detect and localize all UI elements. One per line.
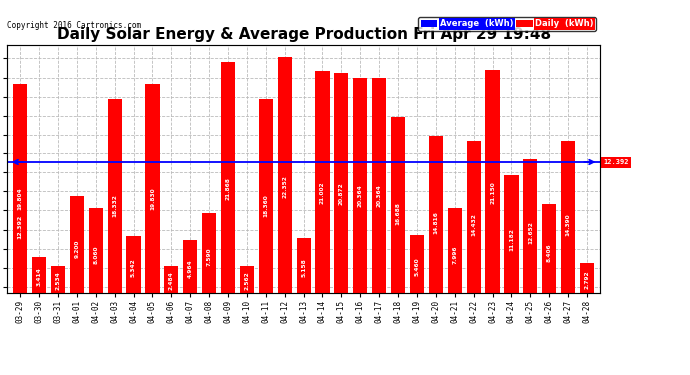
Text: 9.200: 9.200	[75, 240, 79, 258]
Bar	[202, 213, 216, 292]
Text: 19.804: 19.804	[18, 188, 23, 210]
Bar	[70, 196, 84, 292]
Text: 12.652: 12.652	[528, 221, 533, 244]
Text: 20.872: 20.872	[339, 182, 344, 205]
Legend: Average  (kWh), Daily  (kWh): Average (kWh), Daily (kWh)	[418, 17, 596, 31]
Text: 8.060: 8.060	[93, 245, 98, 264]
Text: 20.364: 20.364	[377, 184, 382, 207]
Text: 4.964: 4.964	[188, 260, 193, 278]
Text: 2.792: 2.792	[584, 270, 589, 289]
Text: 2.534: 2.534	[55, 271, 61, 290]
Bar	[88, 208, 103, 292]
Bar	[448, 208, 462, 292]
Bar	[108, 99, 121, 292]
Text: 20.364: 20.364	[358, 184, 363, 207]
Text: 3.414: 3.414	[37, 267, 41, 286]
Text: 18.332: 18.332	[112, 194, 117, 217]
Bar	[13, 84, 27, 292]
Bar	[542, 204, 556, 292]
Text: 7.590: 7.590	[206, 247, 212, 266]
Title: Daily Solar Energy & Average Production Fri Apr 29 19:48: Daily Solar Energy & Average Production …	[57, 27, 551, 42]
Bar	[391, 117, 405, 292]
Text: 14.816: 14.816	[433, 211, 438, 234]
Bar	[146, 84, 159, 292]
Bar	[523, 159, 538, 292]
Text: 21.868: 21.868	[226, 177, 230, 200]
Text: 2.484: 2.484	[169, 272, 174, 290]
Text: 2.562: 2.562	[244, 271, 249, 290]
Bar	[335, 73, 348, 292]
Text: 16.688: 16.688	[395, 202, 401, 225]
Text: 11.182: 11.182	[509, 228, 514, 251]
Bar	[504, 175, 519, 292]
Bar	[410, 235, 424, 292]
Bar	[32, 256, 46, 292]
Bar	[183, 240, 197, 292]
Text: 5.158: 5.158	[301, 259, 306, 278]
Bar	[315, 71, 330, 292]
Bar	[428, 136, 443, 292]
Text: 5.342: 5.342	[131, 258, 136, 276]
Bar	[51, 266, 65, 292]
Bar	[259, 99, 273, 292]
Text: 14.390: 14.390	[566, 213, 571, 236]
Bar	[580, 263, 594, 292]
Bar	[353, 78, 367, 292]
Text: 18.360: 18.360	[264, 194, 268, 217]
Text: 19.830: 19.830	[150, 187, 155, 210]
Text: 8.406: 8.406	[546, 243, 552, 262]
Bar	[126, 236, 141, 292]
Text: Copyright 2016 Cartronics.com: Copyright 2016 Cartronics.com	[7, 21, 141, 30]
Text: 22.352: 22.352	[282, 175, 287, 198]
Text: 14.432: 14.432	[471, 213, 476, 236]
Text: 21.002: 21.002	[320, 182, 325, 204]
Bar	[164, 266, 179, 292]
Text: 7.996: 7.996	[452, 245, 457, 264]
Bar	[277, 57, 292, 292]
Bar	[466, 141, 481, 292]
Bar	[297, 238, 310, 292]
Text: 21.150: 21.150	[490, 181, 495, 204]
Text: 12.392: 12.392	[18, 215, 23, 239]
Bar	[221, 62, 235, 292]
Bar	[486, 70, 500, 292]
Bar	[240, 266, 254, 292]
Bar	[372, 78, 386, 292]
Bar	[561, 141, 575, 292]
Text: 5.460: 5.460	[415, 257, 420, 276]
